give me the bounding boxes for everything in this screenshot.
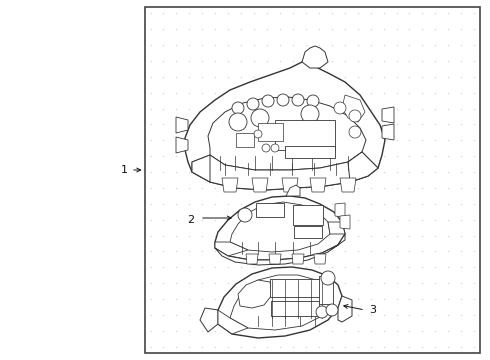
Polygon shape [338,296,352,322]
Circle shape [229,113,247,131]
Circle shape [326,304,338,316]
Circle shape [251,109,269,127]
Polygon shape [252,178,268,192]
Polygon shape [218,267,342,338]
Polygon shape [176,137,188,153]
Text: 1: 1 [121,165,128,175]
Polygon shape [282,178,298,192]
Circle shape [307,95,319,107]
Polygon shape [292,254,304,264]
Polygon shape [269,254,281,264]
Circle shape [316,306,328,318]
Polygon shape [342,95,365,122]
Polygon shape [238,280,272,308]
Bar [145,7,480,353]
Polygon shape [302,46,328,68]
Polygon shape [382,107,394,123]
Polygon shape [314,254,326,264]
Circle shape [247,98,259,110]
Circle shape [292,94,304,106]
Bar [293,205,323,225]
Circle shape [349,126,361,138]
Polygon shape [382,124,394,140]
Polygon shape [230,275,332,330]
Bar [258,123,283,141]
Bar [285,146,335,158]
Polygon shape [215,196,345,260]
Bar [319,276,333,304]
Polygon shape [335,203,345,217]
Circle shape [262,95,274,107]
Text: 3: 3 [369,305,376,315]
Polygon shape [286,185,300,196]
Circle shape [301,105,319,123]
Bar [256,203,284,217]
Polygon shape [246,254,258,264]
Circle shape [349,110,361,122]
Bar [270,279,320,297]
Polygon shape [215,234,345,265]
Circle shape [262,144,270,152]
Polygon shape [328,222,345,234]
Circle shape [232,102,244,114]
Polygon shape [222,178,238,192]
Polygon shape [230,202,330,252]
Circle shape [277,94,289,106]
Polygon shape [208,97,366,170]
Polygon shape [192,152,378,190]
Circle shape [254,130,262,138]
Polygon shape [176,117,188,133]
Polygon shape [348,152,378,182]
Bar [236,133,254,147]
Polygon shape [185,55,385,190]
Bar [294,226,322,238]
Text: 2: 2 [187,215,194,225]
Polygon shape [200,308,218,332]
Polygon shape [340,215,350,229]
Circle shape [271,144,279,152]
Polygon shape [310,178,326,192]
Bar [275,120,335,150]
Polygon shape [218,310,248,334]
Circle shape [321,271,335,285]
Polygon shape [215,242,248,256]
Polygon shape [340,178,356,192]
Bar [271,301,319,315]
Polygon shape [192,155,210,182]
Circle shape [334,102,346,114]
Circle shape [238,208,252,222]
